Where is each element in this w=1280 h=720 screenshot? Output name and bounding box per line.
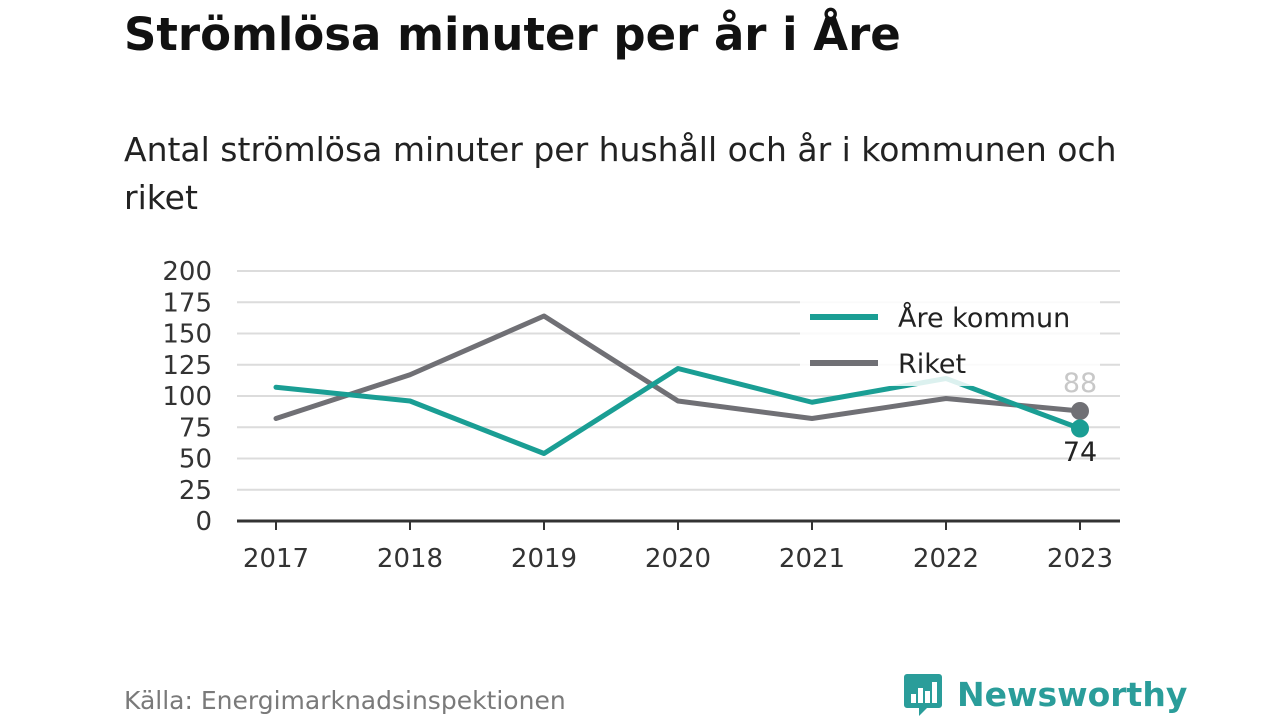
chart-subtitle: Antal strömlösa minuter per hushåll och … (124, 130, 1117, 217)
x-tick-label-2018: 2018 (377, 544, 443, 574)
x-tick-label-2020: 2020 (645, 544, 711, 574)
legend: Åre kommun Riket (800, 296, 1100, 386)
bar-chart-speech-bubble-icon (904, 674, 942, 716)
x-tick-label-2023: 2023 (1047, 544, 1113, 574)
x-tick-label-2021: 2021 (779, 544, 845, 574)
series-line-riket (273, 313, 1083, 421)
end-points (1071, 402, 1089, 438)
y-tick-label-100: 100 (162, 382, 212, 412)
end-point-riket (1071, 402, 1089, 420)
end-label-are-kommun: 74 (1063, 437, 1097, 468)
legend-background (800, 296, 1100, 386)
source-note: Källa: Energimarknadsinspektionen (124, 686, 566, 715)
end-label-riket: 88 (1063, 368, 1097, 399)
legend-label-riket: Riket (898, 349, 966, 380)
x-tick-label-2022: 2022 (913, 544, 979, 574)
brand-logo: Newsworthy (903, 672, 1187, 716)
y-tick-label-175: 175 (162, 288, 212, 318)
y-tick-label-200: 200 (162, 257, 212, 287)
y-tick-label-0: 0 (195, 507, 212, 537)
legend-label-are-kommun: Åre kommun (898, 302, 1070, 334)
x-axis: 2017 2018 2019 2020 2021 2022 2023 (237, 519, 1120, 574)
y-tick-label-75: 75 (179, 413, 212, 443)
y-tick-label-150: 150 (162, 320, 212, 350)
brand-name: Newsworthy (957, 674, 1188, 714)
y-tick-label-125: 125 (162, 351, 212, 381)
y-tick-label-50: 50 (179, 445, 212, 475)
end-point-are-kommun (1071, 419, 1089, 438)
x-tick-label-2019: 2019 (511, 544, 577, 574)
y-tick-label-25: 25 (179, 476, 212, 506)
x-tick-label-2017: 2017 (243, 544, 309, 574)
chart-title: Strömlösa minuter per år i Åre (124, 8, 901, 61)
